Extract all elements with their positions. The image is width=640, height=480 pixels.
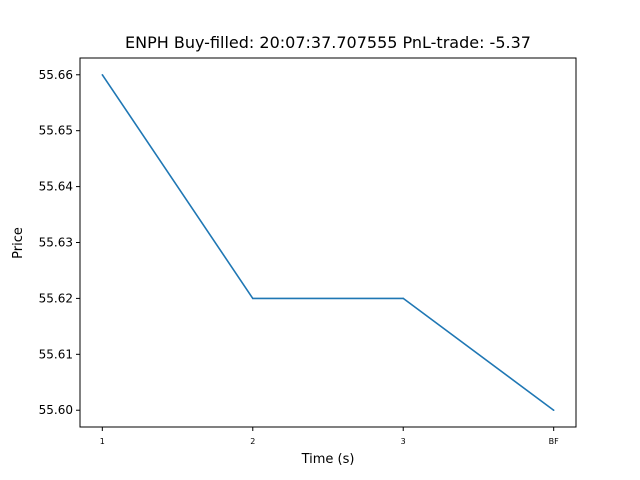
y-tick-label-6: 55.66 [39,68,73,82]
plot-area: 55.60 55.61 55.62 55.63 55.64 55.65 55.66 1 2 3 BF [39,68,559,446]
y-axis-title: Price [11,227,26,259]
x-tick-label-1: 2 [250,437,255,446]
x-tick-label-0: 1 [100,437,105,446]
y-tick-label-3: 55.63 [39,236,73,250]
y-tick-label-1: 55.61 [39,347,73,361]
data-point-2 [402,297,405,300]
plot-frame [79,57,577,428]
x-axis-title: Time (s) [301,452,355,467]
data-point-0 [101,73,104,76]
y-tick-label-4: 55.64 [39,180,73,194]
y-tick-label-0: 55.60 [39,403,73,417]
chart-title: ENPH Buy-filled: 20:07:37.707555 PnL-tra… [125,33,531,52]
price-series-line-0 [101,74,555,411]
x-tick-label-2: 3 [401,437,406,446]
data-point-3 [552,409,555,412]
y-tick-label-2: 55.62 [39,291,73,305]
x-tick-label-3: BF [549,437,559,446]
y-tick-label-5: 55.65 [39,124,73,138]
data-point-1 [251,297,254,300]
